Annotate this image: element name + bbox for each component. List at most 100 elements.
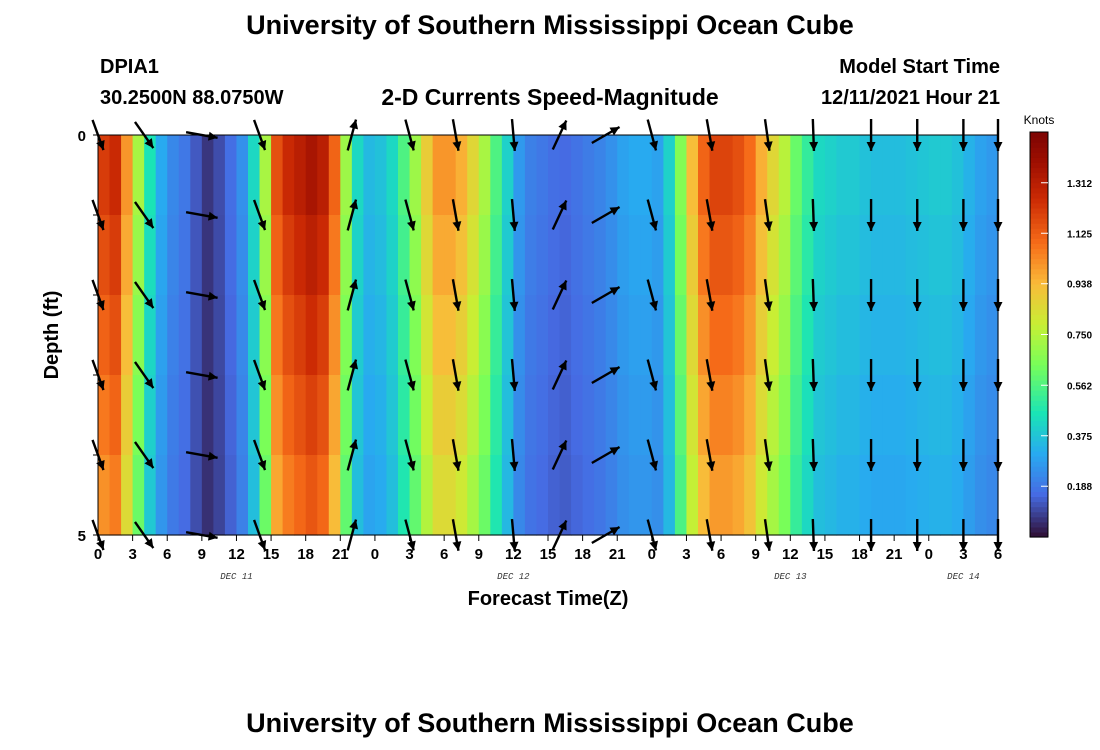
colorbar-segment (1030, 349, 1048, 356)
heatmap-cell (628, 215, 641, 296)
vector-head (763, 301, 773, 311)
current-vector (451, 119, 462, 151)
colorbar-segment (1030, 309, 1048, 315)
colorbar: 0.188 0.375 0.562 0.750 0.938 1.125 1.312 Knots (1024, 113, 1092, 538)
heatmap-cell (178, 215, 191, 296)
heatmap-cell (305, 375, 318, 456)
heatmap-cell (836, 375, 849, 456)
vector-head (912, 382, 922, 391)
heatmap-cell (121, 295, 134, 376)
vector-head (763, 461, 773, 471)
heatmap-cell (640, 135, 653, 216)
heatmap-cell (201, 455, 214, 536)
heatmap-cell (490, 215, 503, 296)
current-vector (705, 519, 716, 551)
heatmap-cell (767, 295, 780, 376)
heatmap-cell (732, 375, 745, 456)
heatmap-cell (594, 295, 607, 376)
colorbar-segment (1030, 182, 1048, 189)
current-vector (912, 359, 922, 391)
heatmap-cell (548, 215, 561, 296)
heatmap-cell (398, 375, 411, 456)
vector-head (809, 221, 819, 231)
heatmap-cell (409, 215, 422, 296)
heatmap-cell (686, 215, 699, 296)
vector-head (509, 541, 519, 551)
heatmap-cell (282, 295, 295, 376)
heatmap-cell (363, 135, 376, 216)
heatmap-cell (617, 215, 630, 296)
current-vector (646, 359, 659, 391)
current-vector (133, 201, 155, 229)
heatmap-cell (940, 135, 953, 216)
heatmap-cell (478, 215, 491, 296)
heatmap-cell (224, 135, 238, 216)
heatmap-cell (248, 295, 261, 376)
vector-head (958, 142, 968, 151)
vector-head (349, 199, 359, 210)
heatmap-cell (790, 215, 803, 296)
vector-head (349, 439, 359, 450)
heatmap-cell (882, 455, 895, 536)
heatmap-cell (524, 215, 538, 296)
colorbar-segment (1030, 263, 1048, 270)
vector-head (958, 222, 968, 231)
vector-head (912, 142, 922, 151)
vector-head (407, 300, 416, 311)
heatmap-cell (536, 215, 549, 296)
current-vector (958, 119, 968, 151)
heatmap-cell (536, 135, 549, 216)
heatmap-cell (651, 215, 664, 296)
colorbar-segment (1030, 268, 1048, 275)
heatmap-cell (524, 375, 538, 456)
current-vector (404, 359, 416, 391)
heatmap-cell (951, 295, 964, 376)
heatmap-cell (259, 135, 272, 216)
heatmap-cell (813, 295, 826, 376)
heatmap-cell (801, 375, 814, 456)
heatmap-cell (686, 375, 699, 456)
vector-head (257, 460, 267, 471)
heatmap-cell (524, 295, 538, 376)
heatmap-cell (432, 375, 445, 456)
current-vector (958, 199, 968, 231)
heatmap-cell (455, 215, 468, 296)
heatmap-cell (455, 295, 468, 376)
colorbar-segment (1030, 375, 1048, 381)
heatmap-cell (974, 295, 988, 376)
current-vector (346, 439, 359, 471)
heatmap-cell (732, 455, 745, 536)
heatmap-cell (628, 375, 641, 456)
vector-head (958, 382, 968, 391)
heatmap-cell (917, 135, 930, 216)
heatmap-cell (778, 455, 791, 536)
heatmap-cell (236, 375, 249, 456)
current-vector (993, 119, 1003, 151)
heatmap-cell (859, 215, 872, 296)
vector-head (706, 461, 716, 471)
heatmap-cell (951, 375, 964, 456)
heatmap-cell (374, 375, 388, 456)
heatmap-cell (513, 215, 526, 296)
heatmap-cell (963, 455, 976, 536)
vector-head (509, 301, 519, 311)
current-vector (451, 359, 462, 391)
colorbar-segment (1030, 364, 1048, 371)
heatmap-cell (282, 135, 295, 216)
heatmap-cell (398, 295, 411, 376)
heatmap-cell (351, 455, 364, 536)
current-vector (133, 441, 155, 469)
heatmap-cell (444, 215, 457, 296)
heatmap-cell (201, 215, 214, 296)
colorbar-segment (1030, 319, 1048, 325)
heatmap-cell (790, 295, 803, 376)
model-start-label: Model Start Time (839, 56, 1000, 78)
heatmap-cell (917, 295, 930, 376)
heatmap-cell (421, 215, 434, 296)
current-vector (866, 279, 876, 311)
vector-head (609, 287, 620, 296)
colorbar-segment (1030, 334, 1048, 341)
colorbar-segment (1030, 202, 1048, 209)
heatmap-cell (455, 455, 468, 536)
